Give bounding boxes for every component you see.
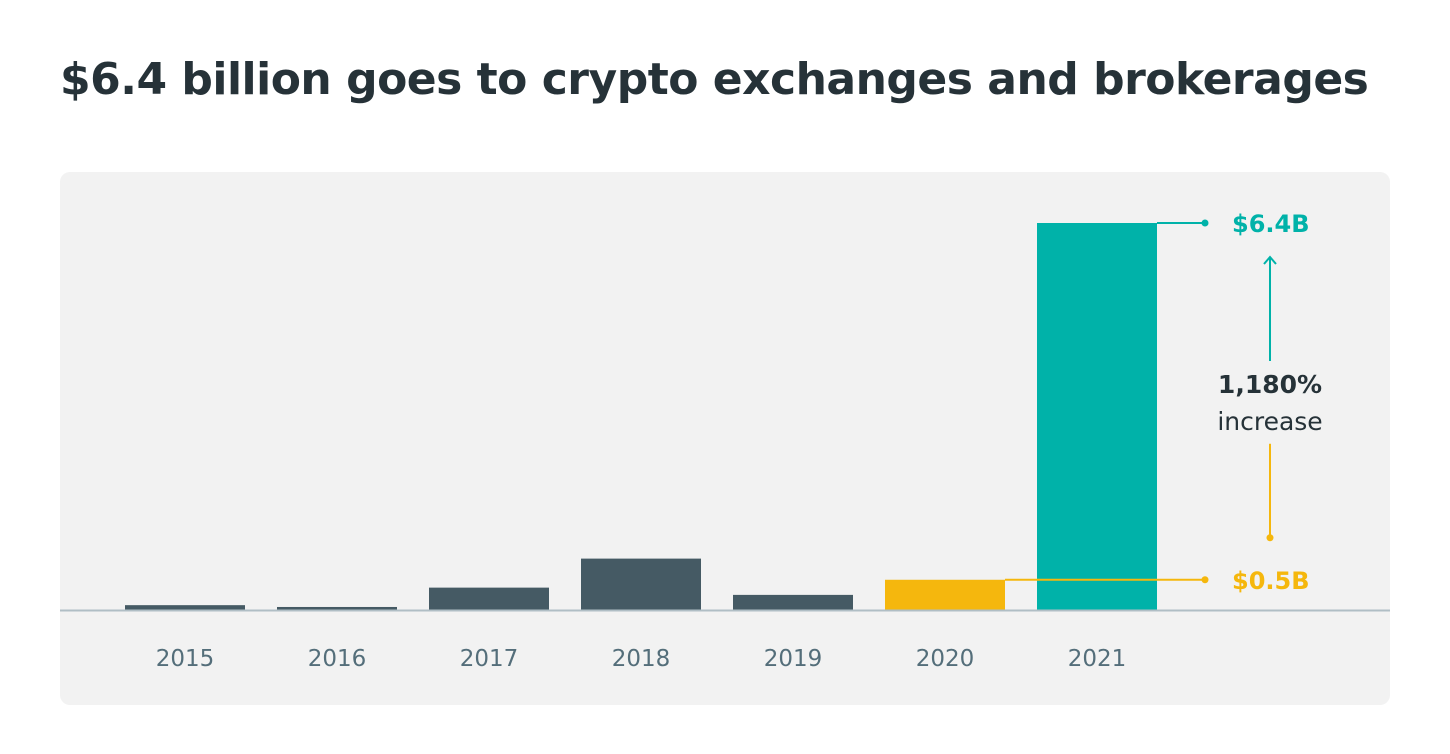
x-tick-label-2018: 2018 bbox=[612, 646, 671, 672]
bar-2016 bbox=[277, 606, 397, 610]
x-axis-ticks: 2015 2016 2017 2018 2019 2020 2021 bbox=[156, 646, 1127, 672]
bar-2018 bbox=[581, 558, 701, 610]
callout-label-2020: $0.5B bbox=[1232, 567, 1310, 595]
x-tick-label-2015: 2015 bbox=[156, 646, 215, 672]
x-tick-label-2021: 2021 bbox=[1068, 646, 1127, 672]
x-tick-label-2019: 2019 bbox=[764, 646, 823, 672]
bar-chart: 2015 2016 2017 2018 2019 2020 2021 $6.4B$0.5B … bbox=[60, 210, 1390, 672]
bar-2019 bbox=[733, 594, 853, 610]
x-tick-label-2016: 2016 bbox=[308, 646, 367, 672]
chart-panel: 2015 2016 2017 2018 2019 2020 2021 $6.4B $0.5B … bbox=[60, 172, 1390, 705]
bar-2021 bbox=[1037, 223, 1157, 610]
increase-arrow-head bbox=[1263, 255, 1277, 265]
increase-annotation: 1,180% increase bbox=[1217, 370, 1322, 436]
x-tick-label-2020: 2020 bbox=[916, 646, 975, 672]
bar-2015 bbox=[125, 605, 245, 610]
callout-label-2021: $6.4B bbox=[1232, 210, 1310, 238]
leader-dot-2021 bbox=[1201, 219, 1209, 227]
increase-label: increase bbox=[1217, 407, 1322, 436]
bars bbox=[125, 223, 1157, 610]
callouts: $6.4B $0.5B bbox=[1005, 210, 1310, 595]
chart-title: $6.4 billion goes to crypto exchanges an… bbox=[60, 54, 1369, 105]
increase-connector-dot bbox=[1266, 534, 1274, 542]
x-tick-label-2017: 2017 bbox=[460, 646, 519, 672]
leader-dot-2020 bbox=[1201, 576, 1209, 584]
bar-2017 bbox=[429, 587, 549, 610]
bar-2020 bbox=[885, 579, 1005, 610]
increase-percent: 1,180% bbox=[1218, 370, 1322, 399]
